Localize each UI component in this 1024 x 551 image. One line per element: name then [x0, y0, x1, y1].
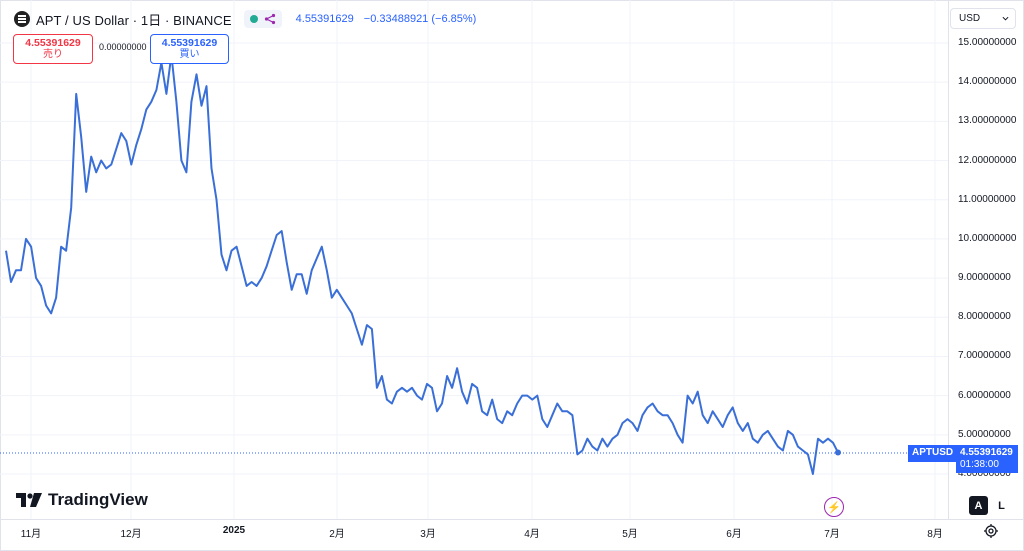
sell-price: 4.55391629 [25, 37, 81, 49]
y-tick-label: 8.00000000 [958, 311, 1011, 323]
currency-label: USD [959, 13, 981, 24]
y-tick-label: 5.00000000 [958, 428, 1011, 440]
symbol-title[interactable]: APT / US Dollar · 1日 · BINANCE [36, 12, 232, 28]
x-tick-label: 4月 [524, 529, 540, 540]
x-tick-label: 2025 [222, 525, 246, 536]
y-tick-label: 7.00000000 [958, 350, 1011, 362]
lightning-icon[interactable]: ⚡ [824, 497, 844, 517]
grid-lines [0, 0, 948, 519]
buy-price: 4.55391629 [161, 37, 218, 49]
status-pill[interactable] [243, 10, 282, 28]
chevron-down-icon [1002, 16, 1009, 21]
buy-label: 買い [179, 49, 200, 60]
last-price-dot [835, 449, 841, 456]
x-tick-label: 12月 [120, 529, 142, 540]
last-price-tag: 4.55391629 01:38:00 [956, 445, 1018, 473]
auto-scale-button[interactable]: A [969, 496, 988, 515]
y-tick-label: 10.00000000 [958, 232, 1017, 244]
x-tick-label: 3月 [420, 529, 436, 540]
y-tick-label: 11.00000000 [958, 193, 1016, 205]
x-tick-label: 5月 [622, 529, 638, 540]
x-tick-label: 7月 [824, 529, 840, 540]
chart-legend: APT / US Dollar · 1日 · BINANCE 4.5539162… [14, 9, 476, 29]
legend-price: 4.55391629 [295, 13, 354, 25]
log-scale-button[interactable]: L [998, 499, 1005, 512]
time-axis-separator [0, 519, 1024, 520]
symbol-price-tag: APTUSD [908, 445, 958, 462]
tradingview-mark-icon [16, 493, 42, 507]
bar-countdown: 01:38:00 [960, 459, 999, 470]
last-price-value: 4.55391629 [960, 447, 1013, 458]
tradingview-wordmark: TradingView [48, 490, 148, 509]
tradingview-logo[interactable]: TradingView [16, 490, 148, 510]
buy-button[interactable]: 4.55391629 買い [150, 34, 229, 64]
currency-dropdown[interactable]: USD [950, 8, 1016, 29]
x-tick-label: 6月 [726, 529, 742, 540]
x-tick-label: 11月 [20, 529, 42, 540]
sell-label: 売り [43, 49, 63, 60]
y-tick-label: 15.00000000 [958, 37, 1017, 48]
settings-gear-icon[interactable] [983, 523, 999, 539]
x-tick-label: 8月 [927, 529, 943, 540]
spread-value: 0.00000000 [99, 42, 147, 52]
x-tick-label: 2月 [329, 529, 345, 540]
apt-logo-icon [14, 11, 30, 27]
y-tick-label: 14.00000000 [958, 76, 1017, 88]
y-tick-label: 4.00000000 [958, 468, 1011, 479]
sell-button[interactable]: 4.55391629 売り [13, 34, 93, 64]
share-icon[interactable] [264, 13, 276, 25]
y-tick-label: 12.00000000 [958, 154, 1017, 166]
price-series-line [5, 53, 839, 475]
price-axis-separator [948, 0, 949, 519]
y-tick-label: 6.00000000 [958, 389, 1011, 401]
market-status-dot [249, 15, 258, 23]
y-tick-label: 13.00000000 [958, 115, 1017, 127]
y-tick-label: 9.00000000 [958, 272, 1011, 284]
legend-change: −0.33488921 (−6.85%) [363, 13, 477, 25]
